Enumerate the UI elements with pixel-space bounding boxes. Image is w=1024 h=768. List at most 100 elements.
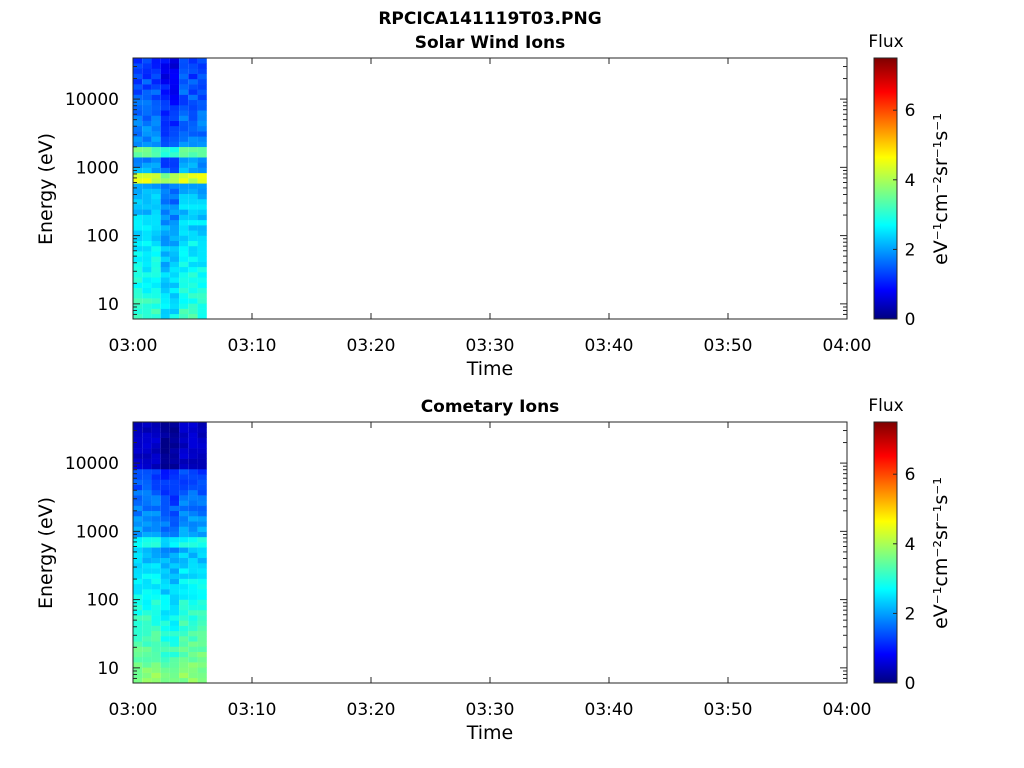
heatmap-cell xyxy=(188,63,198,69)
heatmap-cell xyxy=(188,484,198,491)
heatmap-cell xyxy=(179,531,189,538)
heatmap-cell xyxy=(197,495,207,501)
heatmap-cell xyxy=(179,442,189,449)
heatmap-cell xyxy=(133,303,143,309)
heatmap-cell xyxy=(160,589,170,595)
heatmap-cell xyxy=(169,183,180,189)
heatmap-cell xyxy=(197,536,207,543)
heatmap-cell xyxy=(169,198,180,205)
heatmap-cell xyxy=(151,313,161,320)
heatmap-cell xyxy=(151,515,161,522)
heatmap-cell xyxy=(151,427,161,433)
heatmap-cell xyxy=(188,125,198,132)
heatmap-cell xyxy=(169,427,180,433)
heatmap-cell xyxy=(133,225,143,231)
heatmap-cell xyxy=(179,84,189,90)
heatmap-cell xyxy=(142,292,152,299)
heatmap-cell xyxy=(188,437,198,444)
heatmap-cell xyxy=(142,256,152,262)
heatmap-cell xyxy=(133,442,143,449)
colorbar: Flux 0 2 4 6 eV⁻¹cm⁻²sr⁻¹s⁻¹ xyxy=(868,396,952,694)
heatmap-cell xyxy=(197,594,207,600)
heatmap-cell xyxy=(133,308,143,315)
heatmap-cell xyxy=(169,672,180,679)
heatmap-cell xyxy=(197,204,207,210)
y-tick-label: 10 xyxy=(97,295,119,315)
heatmap-cell xyxy=(188,251,198,257)
heatmap-cell xyxy=(133,495,143,501)
heatmap-cell xyxy=(179,468,189,475)
heatmap-cell xyxy=(133,641,143,647)
heatmap-cell xyxy=(169,594,180,600)
heatmap-cell xyxy=(197,115,207,121)
heatmap-cell xyxy=(169,442,180,449)
heatmap-cell xyxy=(151,141,161,148)
heatmap-cell xyxy=(188,256,198,262)
heatmap-cell xyxy=(133,604,143,611)
heatmap-cell xyxy=(188,422,198,428)
heatmap-cell xyxy=(169,282,180,288)
heatmap-cell xyxy=(197,225,207,231)
heatmap-cell xyxy=(169,515,180,522)
heatmap-cell xyxy=(151,125,161,132)
heatmap-cell xyxy=(179,656,189,663)
heatmap-cell xyxy=(160,256,170,262)
heatmap-cell xyxy=(142,272,152,278)
heatmap-cell xyxy=(151,458,161,465)
heatmap-cell xyxy=(133,235,143,241)
heatmap-cell xyxy=(197,178,207,184)
heatmap-cell xyxy=(188,458,198,465)
heatmap-cell xyxy=(133,479,143,485)
heatmap-cell xyxy=(142,495,152,501)
heatmap-cell xyxy=(179,282,189,288)
heatmap-cell xyxy=(160,84,170,90)
heatmap-cell xyxy=(142,115,152,121)
heatmap-cell xyxy=(151,547,161,553)
heatmap-cell xyxy=(142,193,152,200)
heatmap-cell xyxy=(133,266,143,273)
y-tick-label: 100 xyxy=(87,591,119,611)
heatmap-cell xyxy=(169,313,180,320)
heatmap-cell xyxy=(197,656,207,663)
heatmap-cell xyxy=(160,594,170,600)
heatmap-cell xyxy=(133,272,143,278)
heatmap-cell xyxy=(151,422,161,428)
heatmap-cell xyxy=(160,120,170,127)
heatmap-cell xyxy=(188,261,198,268)
heatmap-cell xyxy=(151,78,161,85)
heatmap-cell xyxy=(142,552,152,559)
heatmap-cell xyxy=(197,193,207,200)
heatmap-cell xyxy=(151,261,161,268)
heatmap-cell xyxy=(142,636,152,642)
heatmap-cell xyxy=(142,277,152,283)
heatmap-cell xyxy=(188,193,198,200)
heatmap-cell xyxy=(197,463,207,470)
heatmap-cell xyxy=(188,188,198,195)
heatmap-cell xyxy=(188,308,198,315)
heatmap-cell xyxy=(133,89,143,95)
heatmap-cell xyxy=(142,167,152,174)
heatmap-cell xyxy=(169,521,180,527)
heatmap-cell xyxy=(169,151,180,158)
y-tick-label: 1000 xyxy=(76,522,119,542)
heatmap-cell xyxy=(160,667,170,673)
heatmap-cell xyxy=(133,261,143,268)
plot-frame xyxy=(132,421,848,684)
heatmap-cell xyxy=(188,167,198,174)
heatmap-cell xyxy=(160,172,170,179)
heatmap-cell xyxy=(151,620,161,626)
heatmap-cell xyxy=(169,58,180,64)
heatmap-cell xyxy=(188,589,198,595)
heatmap-cell xyxy=(151,225,161,231)
heatmap-cell xyxy=(179,68,189,74)
heatmap-cell xyxy=(179,568,189,574)
heatmap-cell xyxy=(197,521,207,527)
heatmap-cell xyxy=(133,484,143,491)
heatmap-cell xyxy=(133,125,143,132)
heatmap-cell xyxy=(151,646,161,652)
heatmap-cell xyxy=(197,662,207,668)
heatmap-cell xyxy=(133,609,143,616)
heatmap-cell xyxy=(151,510,161,517)
heatmap-cell xyxy=(151,437,161,444)
heatmap-cell xyxy=(133,568,143,574)
